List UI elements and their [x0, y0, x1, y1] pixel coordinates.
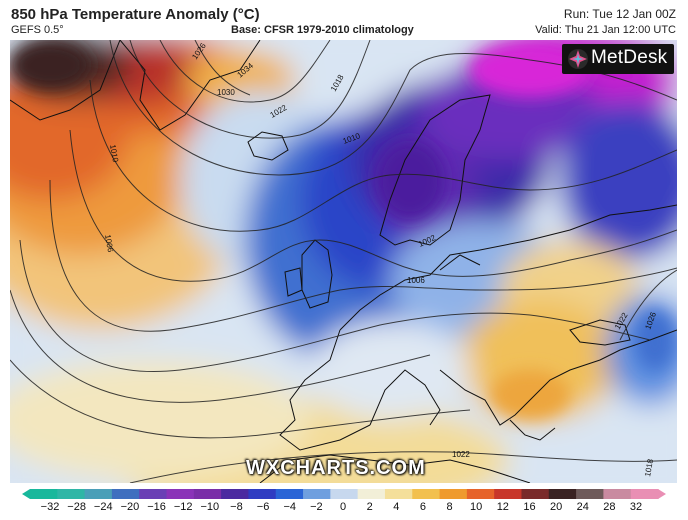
colorbar	[22, 489, 666, 499]
colorbar-segment	[30, 489, 58, 499]
map-title: 850 hPa Temperature Anomaly (°C)	[11, 6, 260, 23]
colorbar-max-arrow	[658, 489, 666, 499]
colorbar-tick-label: −4	[283, 501, 296, 513]
colorbar-segment	[166, 489, 195, 499]
colorbar-tick-label: −8	[230, 501, 243, 513]
colorbar-ticks: −32 −28 −24 −20 −16 −12 −10 −8 −6 −4 −2 0 2 4 6 8 10 12 16…	[0, 501, 688, 519]
colorbar-segment	[275, 489, 304, 499]
colorbar-segment	[494, 489, 523, 499]
colorbar-segment	[111, 489, 140, 499]
isobar-label: 1010	[108, 144, 120, 164]
colorbar-tick-label: −10	[200, 501, 220, 513]
colorbar-min-arrow	[22, 489, 30, 499]
colorbar-segment	[221, 489, 250, 499]
metdesk-logo-icon	[568, 49, 588, 69]
model-label: GEFS 0.5°	[11, 24, 64, 36]
header: 850 hPa Temperature Anomaly (°C) GEFS 0.…	[0, 0, 688, 40]
colorbar-tick-label: 8	[446, 501, 453, 513]
anomaly-field	[10, 40, 677, 483]
base-climatology-label: Base: CFSR 1979-2010 climatology	[231, 24, 414, 36]
colorbar-tick-label: 24	[576, 501, 589, 513]
valid-time-label: Valid: Thu 21 Jan 12:00 UTC	[535, 24, 676, 36]
isobar-label: 1022	[452, 450, 470, 459]
colorbar-tick-label: −28	[67, 501, 86, 513]
colorbar-tick-label: 20	[549, 501, 563, 513]
colorbar-segment	[303, 489, 331, 499]
colorbar-segment	[439, 489, 468, 499]
colorbar-tick-label: 10	[470, 501, 483, 513]
isobar-label: 1006	[407, 276, 425, 285]
metdesk-logo: MetDesk	[562, 44, 674, 74]
colorbar-tick-label: −16	[147, 501, 166, 513]
colorbar-segment	[603, 489, 632, 499]
colorbar-tick-label: −32	[40, 501, 60, 513]
isobar-label: 1006	[103, 234, 115, 254]
colorbar-tick-label: 32	[629, 501, 643, 513]
colorbar-segment	[357, 489, 386, 499]
colorbar-tick-label: 16	[523, 501, 536, 513]
metdesk-logo-text: MetDesk	[591, 47, 668, 68]
colorbar-tick-label: −6	[256, 501, 270, 513]
anomaly-map-canvas: 1026 1034 1030 1022 1018 1010 1006 1010 …	[10, 40, 677, 483]
colorbar-segment	[576, 489, 604, 499]
anomaly-map: 1026 1034 1030 1022 1018 1010 1006 1010 …	[10, 40, 677, 483]
colorbar-segment	[384, 489, 413, 499]
colorbar-tick-label: 12	[496, 501, 509, 513]
colorbar-tick-label: −20	[120, 501, 140, 513]
colorbar-tick-label: 28	[603, 501, 616, 513]
colorbar-segment	[521, 489, 550, 499]
colorbar-tick-label: −2	[310, 501, 323, 513]
colorbar-segment	[248, 489, 277, 499]
colorbar-tick-label: 2	[366, 501, 373, 513]
isobar-label: 1018	[643, 458, 655, 478]
colorbar-tick-label: 0	[339, 501, 347, 513]
colorbar-segment	[330, 489, 359, 499]
colorbar-segment	[466, 489, 495, 499]
colorbar-tick-label: −12	[173, 501, 193, 513]
colorbar-segment	[57, 489, 86, 499]
colorbar-tick-label: 4	[393, 501, 400, 513]
colorbar-segment	[548, 489, 577, 499]
colorbar-segment	[412, 489, 441, 499]
run-time-label: Run: Tue 12 Jan 00Z	[563, 7, 676, 21]
coastlines	[10, 40, 677, 483]
isobar-label: 1030	[217, 88, 235, 97]
colorbar-tick-label: 6	[419, 501, 426, 513]
wxcharts-watermark: WXCHARTS.COM	[246, 457, 426, 479]
colorbar-segment	[84, 489, 113, 499]
colorbar-segment	[193, 489, 222, 499]
colorbar-segment	[630, 489, 659, 499]
colorbar-segment	[139, 489, 168, 499]
colorbar-tick-label: −24	[93, 501, 113, 513]
